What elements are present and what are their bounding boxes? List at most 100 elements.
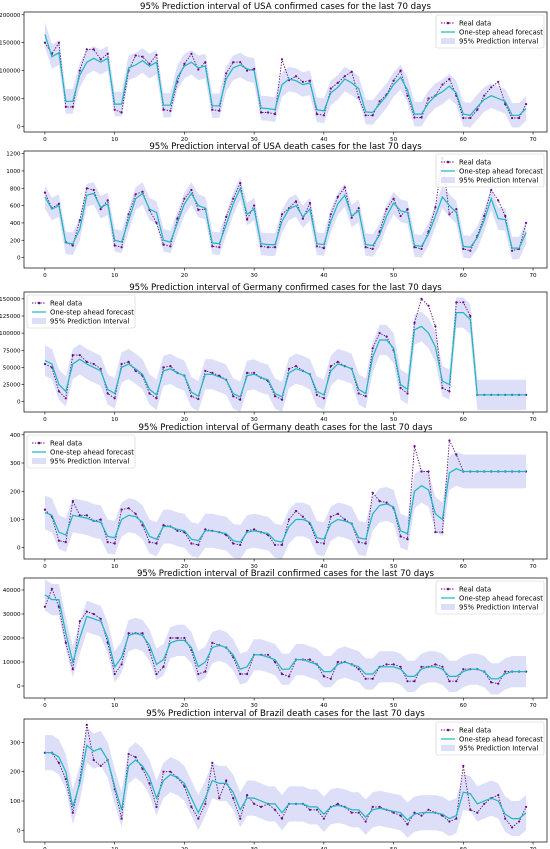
x-tick-label: 40: [320, 417, 328, 423]
real-data-point: [315, 541, 318, 544]
real-data-point: [462, 247, 465, 250]
x-tick-label: 30: [251, 564, 259, 570]
real-data-point: [183, 62, 186, 65]
real-data-point: [434, 325, 437, 328]
real-data-point: [246, 371, 249, 374]
real-data-point: [455, 453, 458, 456]
real-data-point: [406, 94, 409, 97]
real-data-point: [92, 48, 95, 51]
legend-label: One-step ahead forecast: [459, 594, 543, 602]
real-data-point: [106, 541, 109, 544]
real-data-point: [399, 665, 402, 668]
real-data-point: [378, 332, 381, 335]
real-data-point: [197, 397, 200, 401]
real-data-point: [239, 543, 242, 547]
x-tick-label: 0: [43, 847, 47, 849]
plot-area: [43, 723, 528, 838]
x-tick-label: 50: [390, 703, 398, 709]
x-tick-label: 30: [251, 847, 259, 849]
real-data-point: [420, 116, 423, 119]
x-tick-label: 10: [111, 703, 119, 709]
real-data-point: [239, 672, 242, 676]
real-data-point: [448, 820, 451, 823]
real-data-point: [322, 397, 325, 400]
real-data-point: [322, 114, 325, 117]
real-data-point: [385, 335, 388, 338]
real-data-point: [113, 244, 116, 247]
x-tick-label: 60: [460, 137, 468, 143]
legend-label: 95% Prediction Interval: [459, 37, 538, 45]
y-tick-label: 0: [17, 256, 21, 262]
real-data-point: [99, 764, 102, 768]
x-tick-label: 50: [390, 137, 398, 143]
plot-area: [43, 579, 528, 695]
real-data-point: [385, 208, 388, 211]
real-data-point: [120, 508, 123, 511]
y-tick-label: 125000: [0, 314, 21, 320]
real-data-point: [190, 395, 193, 398]
real-data-point: [246, 672, 249, 676]
real-data-point: [427, 470, 430, 473]
real-data-point: [169, 636, 172, 640]
real-data-point: [385, 501, 388, 504]
real-data-point: [371, 114, 374, 117]
real-data-point: [211, 761, 214, 765]
y-tick-label: 150000: [0, 41, 21, 47]
real-data-point: [148, 62, 151, 65]
chart-panel-1: 95% Prediction interval of USA confirmed…: [0, 2, 548, 143]
real-data-line: [44, 41, 527, 119]
real-data-point: [253, 371, 256, 374]
legend-real-marker: [446, 728, 450, 732]
real-data-point: [148, 392, 151, 395]
real-data-point: [155, 542, 158, 545]
real-data-point: [287, 367, 291, 370]
y-tick-label: 150000: [0, 297, 21, 303]
real-data-point: [197, 68, 200, 71]
real-data-point: [113, 542, 116, 545]
chart-title: 95% Prediction interval of Germany death…: [138, 423, 433, 433]
real-data-point: [399, 535, 402, 538]
plot-area: [43, 22, 528, 128]
real-data-point: [357, 207, 360, 210]
axes-frame: [23, 150, 548, 269]
real-data-point: [336, 360, 339, 363]
real-data-point: [225, 779, 228, 782]
real-data-point: [43, 362, 47, 366]
y-tick-label: 10000: [3, 660, 21, 666]
real-data-point: [455, 680, 458, 683]
forecast-line: [44, 34, 527, 116]
x-tick-label: 70: [529, 847, 537, 849]
real-data-line: [44, 587, 527, 685]
legend-real-marker: [37, 301, 41, 305]
real-data-point: [211, 371, 214, 374]
real-data-point: [448, 439, 451, 442]
x-tick-label: 30: [251, 273, 259, 279]
y-tick-label: 100: [10, 517, 21, 523]
real-data-point: [448, 77, 451, 81]
x-tick-label: 0: [43, 417, 47, 423]
real-data-point: [308, 808, 311, 811]
real-data-point: [57, 390, 61, 393]
legend-label: One-step ahead forecast: [459, 167, 543, 175]
x-tick-label: 70: [529, 273, 537, 279]
real-data-point: [197, 672, 200, 676]
real-data-point: [246, 69, 249, 72]
real-data-point: [315, 113, 318, 116]
real-data-point: [253, 528, 256, 531]
real-data-point: [246, 218, 249, 221]
y-tick-label: 1200: [6, 152, 21, 158]
legend-label: Real data: [459, 585, 491, 593]
real-data-point: [441, 531, 444, 534]
real-data-point: [280, 58, 284, 61]
real-data-point: [211, 641, 214, 644]
real-data-point: [218, 109, 221, 112]
real-data-point: [483, 94, 486, 97]
real-data-point: [413, 246, 416, 249]
x-tick-label: 40: [320, 137, 328, 143]
real-data-point: [99, 617, 102, 620]
real-data-point: [322, 542, 325, 545]
real-data-point: [85, 723, 88, 727]
